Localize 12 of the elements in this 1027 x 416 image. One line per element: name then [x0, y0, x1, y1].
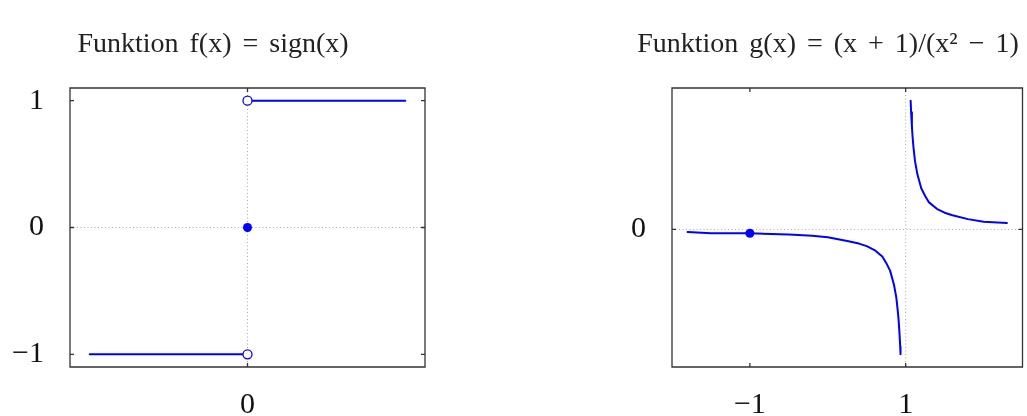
chart-title: Funktion f(x) = sign(x) — [76, 26, 350, 60]
x-tick-label: 1 — [898, 385, 914, 416]
x-tick-label: 0 — [240, 385, 255, 416]
point — [242, 95, 253, 106]
y-tick-label: 0 — [29, 208, 44, 242]
chart-title: Funktion g(x) = (x + 1)/(x² − 1) — [636, 26, 1020, 60]
y-tick-label: 1 — [29, 81, 44, 115]
point — [243, 223, 252, 232]
point — [242, 349, 253, 360]
y-tick-label: −1 — [12, 335, 44, 369]
x-tick-label: −1 — [733, 385, 766, 416]
ref-line-label: 0 — [631, 210, 646, 244]
